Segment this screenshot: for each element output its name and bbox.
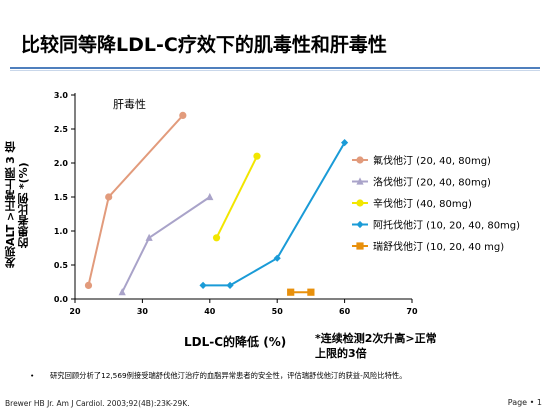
legend-label: 洛伐他汀 (20, 40, 80mg) (373, 176, 491, 189)
y-tick-label: 3.0 (54, 91, 69, 100)
legend-item: 瑞舒伐他汀 (10, 20, 40 mg) (352, 240, 504, 253)
data-point (341, 139, 349, 147)
y-axis-label: 发现ALT >正常上限 3 倍 的患者比例 *(%) (4, 141, 30, 269)
series-line (215, 155, 258, 239)
y-tick-label: 2.5 (54, 125, 69, 134)
data-point (287, 288, 295, 296)
data-point (145, 233, 153, 241)
y-tick-label: 0.0 (54, 295, 69, 304)
legend-swatch-marker (356, 220, 364, 229)
chart-axes: 0.0 0.5 1.0 1.5 2.0 2.5 3.0 20 30 40 50 60 70 (54, 91, 418, 316)
data-point (118, 288, 126, 296)
data-point (206, 192, 214, 201)
bullet-marker: • (30, 371, 35, 380)
x-tick-label: 60 (339, 307, 351, 316)
series-line (121, 196, 211, 293)
x-tick-label: 20 (69, 307, 81, 316)
data-point (307, 288, 315, 296)
citation: Brewer HB Jr. Am J Cardiol. 2003;92(4B):… (5, 399, 190, 408)
series-3 (199, 139, 349, 289)
chart-series (84, 111, 349, 296)
data-point (105, 193, 113, 201)
series-line (87, 114, 184, 286)
data-point (84, 281, 93, 289)
data-point (212, 234, 221, 242)
legend-item: 氟伐他汀 (20, 40, 80mg) (352, 154, 491, 167)
legend-swatch-marker (356, 177, 364, 185)
bullet-text: 研究回顾分析了12,569例接受瑞舒伐他汀治疗的血脂异常患者的安全性，评估瑞舒伐… (50, 371, 407, 380)
legend-item: 辛伐他汀 (40, 80mg) (352, 197, 472, 210)
legend-item: 阿托伐他汀 (10, 20, 40, 80mg) (352, 219, 520, 232)
y-tick-label: 1.5 (54, 193, 69, 202)
legend-swatch-marker (356, 199, 364, 207)
x-axis-label: LDL-C的降低 (%) (184, 335, 287, 349)
data-point (179, 111, 187, 119)
data-point (226, 281, 234, 289)
y-tick-label: 1.0 (54, 227, 69, 236)
series-2 (212, 152, 261, 242)
chart-legend: 氟伐他汀 (20, 40, 80mg) 洛伐他汀 (20, 40, 80mg) 辛伐… (352, 154, 520, 253)
series-0 (84, 111, 187, 289)
bullet-point: • 研究回顾分析了12,569例接受瑞舒伐他汀治疗的血脂异常患者的安全性，评估瑞舒… (30, 371, 545, 381)
slide-title: 比较同等降LDL-C疗效下的肌毒性和肝毒性 (21, 34, 387, 56)
x-tick-label: 50 (272, 307, 284, 316)
legend-swatch-marker (356, 156, 364, 164)
x-tick-label: 30 (137, 307, 149, 316)
data-point (273, 254, 281, 262)
legend-label: 辛伐他汀 (40, 80mg) (373, 197, 472, 210)
x-tick-label: 40 (204, 307, 216, 316)
data-point (199, 281, 207, 289)
legend-label: 瑞舒伐他汀 (10, 20, 40 mg) (373, 240, 504, 253)
y-tick-label: 0.5 (54, 261, 69, 270)
title-divider-light (10, 70, 540, 71)
legend-item: 洛伐他汀 (20, 40, 80mg) (352, 176, 491, 189)
chart-footnote: *连续检测2次升高>正常上限的3倍 (315, 332, 437, 360)
series-4 (287, 288, 315, 296)
x-tick-label: 70 (406, 307, 418, 316)
chart-annotation: 肝毒性 (113, 97, 146, 111)
series-line (203, 142, 346, 287)
series-1 (118, 192, 214, 296)
data-point (253, 152, 261, 160)
legend-swatch-marker (356, 242, 364, 250)
page-number: Page • 1 (507, 398, 542, 407)
title-divider (10, 67, 540, 69)
y-tick-label: 2.0 (54, 159, 69, 168)
legend-label: 氟伐他汀 (20, 40, 80mg) (373, 154, 491, 167)
legend-label: 阿托伐他汀 (10, 20, 40, 80mg) (373, 219, 520, 232)
